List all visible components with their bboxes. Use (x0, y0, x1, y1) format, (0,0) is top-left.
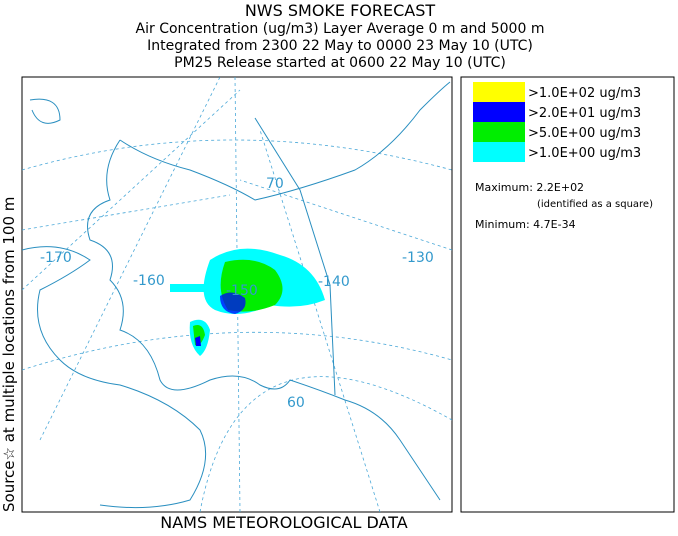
subtitle: Integrated from 2300 22 May to 0000 23 M… (147, 38, 533, 54)
map-label: -150 (226, 283, 258, 299)
maximum: Maximum: 2.2E+02 (475, 181, 584, 194)
map-label: -140 (318, 274, 350, 290)
legend-swatch (473, 122, 525, 142)
graticule (22, 194, 231, 231)
legend-label: >1.0E+00 ug/m3 (528, 146, 641, 161)
graticule (39, 77, 221, 441)
coastline (119, 81, 451, 201)
map-label: 70 (266, 176, 284, 192)
smoke-contour (170, 284, 210, 292)
coastline (22, 98, 207, 509)
footer: NAMS METEOROLOGICAL DATA (160, 513, 408, 532)
side-label: Source☆ at multiple locations from 100 m (0, 197, 18, 512)
legend-swatch (473, 102, 525, 122)
smoke-contour (220, 292, 246, 314)
coastline (87, 139, 441, 501)
subtitle: Air Concentration (ug/m3) Layer Average … (136, 21, 545, 37)
map-label: -170 (40, 250, 72, 266)
graticule (22, 89, 241, 291)
graticule (22, 331, 452, 371)
legend: >1.0E+02 ug/m3 >2.0E+01 ug/m3 >5.0E+00 ug/… (473, 82, 641, 162)
map-label: -160 (133, 273, 165, 289)
map-label: -130 (402, 250, 434, 266)
map: -170 -160 -150 -140 -130 70 60 (21, 76, 453, 513)
title: NWS SMOKE FORECAST (245, 1, 436, 20)
graticule (259, 129, 381, 512)
legend-swatch (473, 142, 525, 162)
subtitle: PM25 Release started at 0600 22 May 10 (… (174, 55, 506, 71)
legend-label: >2.0E+01 ug/m3 (528, 106, 641, 121)
graticule (22, 139, 452, 171)
legend-swatch (473, 82, 525, 102)
map-label: 60 (287, 395, 305, 411)
minimum: Minimum: 4.7E-34 (475, 218, 576, 231)
smoke-contour (195, 336, 201, 346)
maximum-note: (identified as a square) (537, 199, 653, 210)
border (254, 117, 336, 396)
legend-label: >1.0E+02 ug/m3 (528, 86, 641, 101)
legend-label: >5.0E+00 ug/m3 (528, 126, 641, 141)
graticule (239, 179, 452, 251)
